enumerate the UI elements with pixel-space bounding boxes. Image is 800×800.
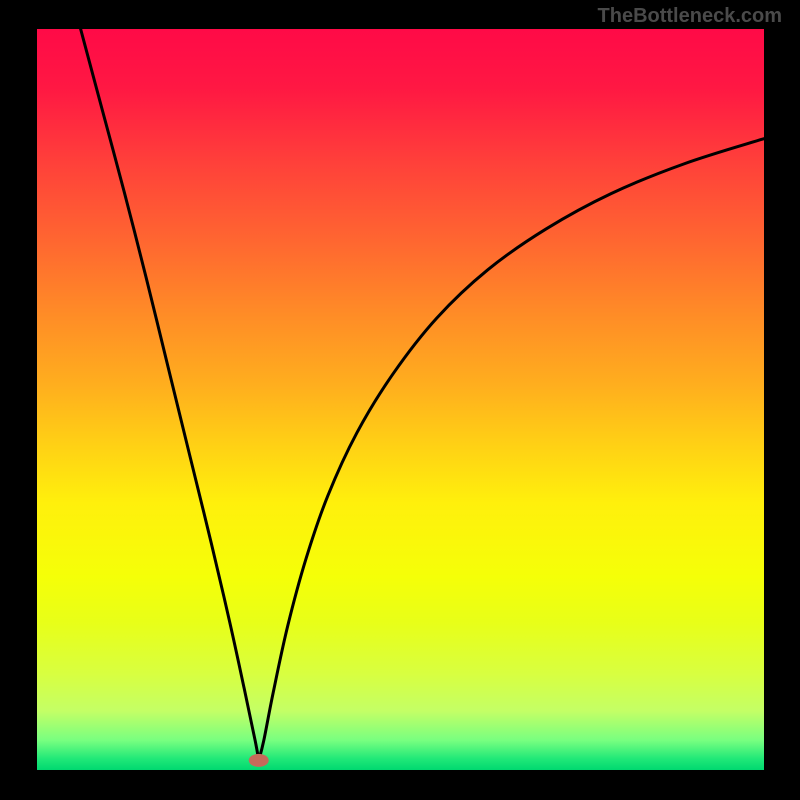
chart-curve-layer <box>37 29 764 770</box>
bottleneck-marker <box>249 754 269 767</box>
curve-left-branch <box>81 29 259 760</box>
watermark-text: TheBottleneck.com <box>598 5 782 28</box>
chart-plot-area <box>37 29 764 770</box>
curve-right-branch <box>259 139 764 761</box>
